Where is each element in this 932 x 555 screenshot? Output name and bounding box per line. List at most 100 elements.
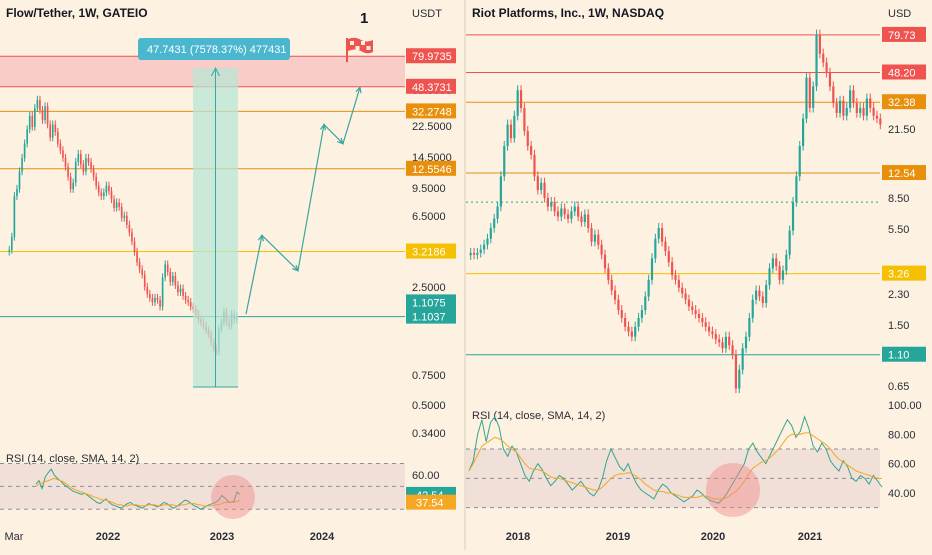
x-tick-label: 2022 xyxy=(96,531,120,543)
candle-body xyxy=(808,77,811,108)
candle-body xyxy=(21,157,23,172)
price-tick-label: 21.50 xyxy=(888,124,916,136)
candle-body xyxy=(855,103,858,114)
candle-body xyxy=(610,279,613,291)
candle-body xyxy=(654,238,657,259)
candle-body xyxy=(828,72,832,87)
candle-body xyxy=(516,90,519,116)
candle-body xyxy=(660,228,664,242)
candle-body xyxy=(573,206,576,212)
candle-body xyxy=(634,326,637,337)
candle-body xyxy=(166,264,169,272)
level-tag-label: 79.9735 xyxy=(412,51,452,63)
level-tag xyxy=(406,103,456,119)
candle-body xyxy=(154,297,156,303)
level-tag xyxy=(882,64,926,80)
level-tag xyxy=(882,26,926,42)
x-tick-label: 2019 xyxy=(606,531,630,543)
chart-panel-flow[interactable]: Flow/Tether, 1W, GATEIO USDT 1 55.000035… xyxy=(0,6,456,543)
candle-body xyxy=(540,182,543,190)
level-tag xyxy=(882,265,926,281)
currency-label-flow: USDT xyxy=(412,8,442,20)
candle-body xyxy=(46,106,49,125)
last-price-tag xyxy=(406,294,456,310)
candle-body xyxy=(761,296,764,303)
candle-body xyxy=(754,290,758,300)
candle-body xyxy=(189,302,192,307)
level-tag-label: 32.2748 xyxy=(412,106,452,118)
candle-body xyxy=(169,271,172,283)
candle-body xyxy=(51,124,54,138)
candle-body xyxy=(159,300,161,307)
candle-body xyxy=(701,317,704,323)
candle-body xyxy=(849,90,852,108)
candle-body xyxy=(146,286,149,295)
candle-body xyxy=(862,107,865,116)
candle-body xyxy=(563,208,566,215)
candle-body xyxy=(143,274,146,287)
rsi-tick-label: 60.00 xyxy=(888,459,916,471)
x-tick-label: 2023 xyxy=(210,531,234,543)
chart-panel-riot[interactable]: Riot Platforms, Inc., 1W, NASDAQ USD 21.… xyxy=(466,6,926,543)
candle-body xyxy=(164,264,166,278)
candle-body xyxy=(603,254,607,269)
candle-body xyxy=(80,154,82,165)
candle-body xyxy=(184,295,187,301)
candle-body xyxy=(697,313,701,318)
price-tick-label: 8.50 xyxy=(888,193,909,205)
candle-body xyxy=(613,290,617,300)
candle-body xyxy=(118,202,120,207)
candle-body xyxy=(18,171,21,190)
level-tag-label: 48.20 xyxy=(888,67,916,79)
candle-body xyxy=(694,310,697,314)
candle-body xyxy=(533,154,536,177)
level-tag xyxy=(406,78,456,94)
candle-body xyxy=(536,176,539,190)
candle-body xyxy=(64,157,67,167)
candle-body xyxy=(182,288,184,296)
projection-arrowhead xyxy=(257,234,265,242)
candle-body xyxy=(644,296,647,311)
level-tag-label: 12.5546 xyxy=(412,164,452,176)
candle-body xyxy=(67,166,69,177)
candle-body xyxy=(647,279,650,297)
rsi-ma-label: 37.54 xyxy=(416,498,444,510)
level-tag xyxy=(406,243,456,259)
x-tick-label: Mar xyxy=(5,531,24,543)
candle-body xyxy=(748,317,751,337)
candle-body xyxy=(812,86,815,108)
candle-body xyxy=(741,348,744,370)
candle-body xyxy=(546,197,549,207)
candle-body xyxy=(775,258,778,267)
candle-body xyxy=(765,284,768,303)
candle-body xyxy=(711,331,714,335)
candle-body xyxy=(174,276,177,286)
candle-body xyxy=(110,191,113,200)
candle-body xyxy=(141,269,143,275)
candle-body xyxy=(151,297,154,303)
flag-check xyxy=(355,46,360,50)
projection-arrowhead xyxy=(337,137,344,145)
level-tag xyxy=(406,308,456,324)
candle-body xyxy=(657,228,660,239)
level-tag-label: 48.3731 xyxy=(412,82,452,94)
candle-body xyxy=(499,176,502,207)
candle-body xyxy=(731,345,734,355)
price-tick-label: 0.3400 xyxy=(412,428,446,440)
candle-body xyxy=(11,236,13,251)
candle-body xyxy=(677,279,680,288)
candle-body xyxy=(650,258,654,280)
candle-body xyxy=(128,224,131,233)
level-tag xyxy=(882,94,926,110)
candle-body xyxy=(734,354,738,389)
candle-body xyxy=(687,299,691,307)
chart-title-flow: Flow/Tether, 1W, GATEIO xyxy=(6,6,148,20)
candle-body xyxy=(496,206,499,219)
candle-body xyxy=(560,208,563,217)
rsi-label: RSI (14, close, SMA, 14, 2) xyxy=(472,410,605,422)
candle-body xyxy=(177,285,179,293)
candle-body xyxy=(718,339,721,343)
candle-body xyxy=(785,254,788,271)
candle-body xyxy=(97,185,100,193)
candle-body xyxy=(479,249,482,253)
